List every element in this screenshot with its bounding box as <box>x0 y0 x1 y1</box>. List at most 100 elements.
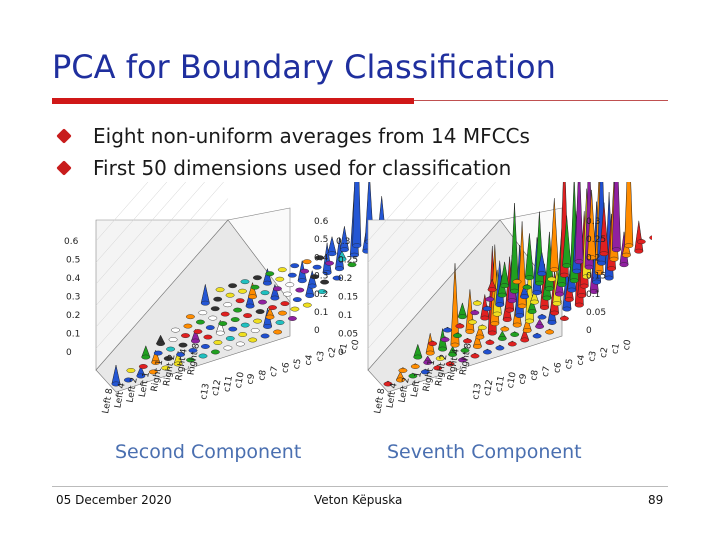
data-spike-base <box>205 325 215 331</box>
data-spike-base <box>562 306 572 312</box>
data-spike-base <box>408 373 418 379</box>
data-spike-base <box>233 307 243 313</box>
data-spike-base <box>530 299 539 305</box>
data-spike-base <box>347 262 357 268</box>
data-spike-base <box>592 279 601 285</box>
data-spike-base <box>198 353 208 359</box>
wall-gridline <box>367 182 440 263</box>
data-spike-base <box>176 352 186 357</box>
data-spike-base <box>312 264 322 270</box>
data-spike <box>624 182 634 246</box>
data-spike-base <box>300 268 310 274</box>
column-axis-label: c1 <box>610 343 622 355</box>
data-spike-base <box>607 266 616 272</box>
data-spike-base <box>290 306 300 312</box>
column-axis-label: c13 <box>471 383 484 401</box>
data-spike-base <box>507 298 517 304</box>
data-spike-base <box>502 317 512 323</box>
data-spike-base <box>168 337 178 343</box>
data-spike-base <box>649 235 652 240</box>
data-spike-base <box>213 340 223 345</box>
data-spike-base <box>552 301 562 307</box>
data-spike-base <box>195 319 205 325</box>
data-spike-base <box>470 353 480 359</box>
bullet-diamond-icon <box>56 160 72 176</box>
data-spike-base <box>282 291 292 297</box>
data-spike-base <box>445 361 455 367</box>
data-spike-base <box>305 293 315 299</box>
data-spike-base <box>215 287 225 293</box>
column-axis-label: c11 <box>494 375 507 393</box>
column-axis-label: c3 <box>315 350 327 362</box>
data-spike-base <box>225 336 235 341</box>
data-spike-base <box>472 344 482 349</box>
column-axis-label: c11 <box>222 375 235 393</box>
data-spike-base <box>487 287 497 293</box>
column-axis-label: c9 <box>246 373 258 386</box>
data-spike-base <box>515 313 524 319</box>
data-spike-base <box>532 290 542 296</box>
data-spike-base <box>490 321 500 327</box>
data-spike-base <box>213 296 223 302</box>
column-axis-label: c1 <box>338 343 350 355</box>
data-spike-base <box>522 328 532 333</box>
data-spike-base <box>280 301 290 307</box>
data-spike-base <box>425 350 435 356</box>
z-tick-label-left: 0.1 <box>338 311 352 321</box>
data-spike-base <box>317 289 327 295</box>
column-axis-label: c4 <box>304 354 316 367</box>
data-spike-base <box>243 313 253 319</box>
second-component-plot: 0.6 0.5 0.4 0.3 0.2 0.1 0 0.6 0.5 0.4 0.3 0.2 0.1 0 Le… <box>64 182 387 463</box>
data-spike-base <box>383 381 393 387</box>
row-axis-label: Left 1 <box>138 371 152 398</box>
data-spike-base <box>238 288 247 294</box>
data-spike-base <box>443 327 452 333</box>
data-spike-base <box>307 283 317 289</box>
wall-gridline <box>95 182 168 263</box>
z-tick-label-right: 0.1 <box>314 308 328 318</box>
title-divider-line <box>414 100 668 101</box>
data-spike-base <box>153 350 163 356</box>
data-spike-base <box>559 272 569 278</box>
data-spike-base <box>559 316 569 321</box>
z-tick-label-left: 0.2 <box>338 274 352 284</box>
data-spike-base <box>472 300 482 306</box>
data-spike-base <box>420 369 430 375</box>
slide-title: PCA for Boundary Classification <box>52 48 556 86</box>
data-spike-base <box>480 315 490 321</box>
data-spike-base <box>161 365 171 371</box>
data-spike-base <box>465 329 475 335</box>
z-tick-label-right: 0.5 <box>314 235 328 245</box>
data-spike-base <box>497 292 507 298</box>
data-spike-base <box>295 287 305 293</box>
data-spike-base <box>287 316 297 321</box>
data-spike-base <box>594 270 604 276</box>
data-spike-base <box>223 302 233 308</box>
data-spike-base <box>520 337 530 343</box>
data-spike-base <box>248 337 258 343</box>
row-axis-label: Left 4 <box>113 382 127 409</box>
data-spike-base <box>457 314 467 320</box>
column-axis-label: c3 <box>587 350 599 362</box>
data-spike-base <box>549 267 559 273</box>
data-spike-base <box>265 314 275 320</box>
data-spike-base <box>495 302 505 308</box>
z-tick-label-right: 0.25 <box>586 235 606 245</box>
data-spike-base <box>302 259 312 265</box>
data-spike-base <box>220 311 230 317</box>
data-spike-base <box>208 315 218 321</box>
data-spike-base <box>223 345 233 351</box>
bullet-list: Eight non-uniform averages from 14 MFCCs… <box>52 120 530 184</box>
data-spike-base <box>245 303 255 309</box>
data-spike-base <box>327 251 337 257</box>
data-spike-base <box>435 356 445 361</box>
data-spike-base <box>285 282 295 288</box>
data-spike-base <box>460 348 470 353</box>
data-spike-base <box>545 329 554 335</box>
data-spike-base <box>423 360 433 365</box>
data-spike-base <box>634 248 644 254</box>
data-spike-base <box>248 294 257 300</box>
data-spike-base <box>335 266 344 272</box>
data-spike-base <box>624 243 634 249</box>
data-spike-base <box>255 309 265 315</box>
